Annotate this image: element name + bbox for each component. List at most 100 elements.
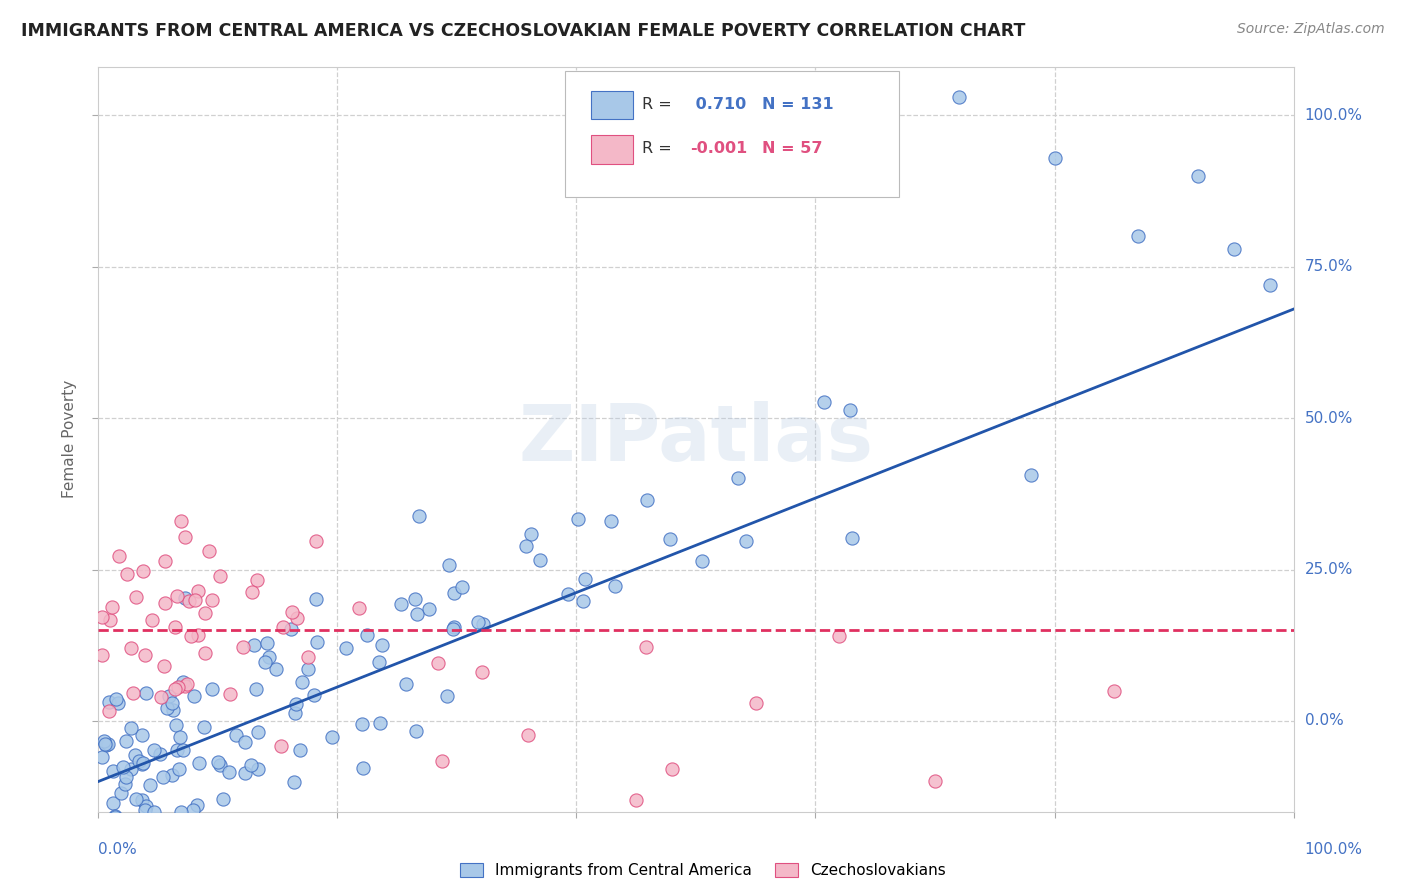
Point	[149, 690, 172, 705]
Point	[120, 762, 142, 776]
Point	[212, 791, 235, 805]
Point	[152, 770, 174, 784]
Point	[163, 620, 186, 634]
Point	[283, 775, 305, 789]
Point	[254, 655, 277, 669]
Point	[167, 680, 190, 694]
Point	[281, 605, 304, 619]
Point	[162, 768, 184, 782]
Point	[247, 725, 270, 739]
Point	[304, 533, 326, 548]
Point	[132, 756, 155, 771]
Point	[246, 573, 269, 587]
Point	[125, 792, 148, 806]
Point	[100, 821, 122, 835]
Point	[115, 734, 138, 748]
Point	[727, 471, 749, 485]
Point	[232, 640, 254, 654]
Point	[183, 689, 205, 703]
Point	[634, 640, 657, 654]
Point	[115, 567, 138, 582]
Text: R =: R =	[643, 141, 678, 156]
Point	[112, 847, 135, 861]
Point	[91, 831, 114, 846]
Point	[104, 810, 127, 824]
Point	[1223, 242, 1246, 256]
Text: 50.0%: 50.0%	[1305, 410, 1353, 425]
Point	[745, 696, 768, 710]
Point	[201, 592, 224, 607]
Point	[131, 793, 153, 807]
Point	[141, 613, 163, 627]
Point	[128, 755, 150, 769]
Point	[124, 870, 146, 884]
Point	[188, 756, 211, 770]
Point	[305, 592, 328, 607]
Point	[124, 748, 146, 763]
Point	[97, 737, 120, 751]
Point	[110, 786, 132, 800]
Point	[321, 731, 343, 745]
Point	[162, 703, 184, 717]
Point	[193, 720, 215, 734]
Point	[603, 579, 626, 593]
Point	[157, 690, 180, 704]
Point	[405, 723, 427, 738]
Point	[170, 805, 193, 819]
Y-axis label: Female Poverty: Female Poverty	[62, 380, 77, 499]
Point	[240, 584, 263, 599]
Point	[349, 601, 371, 615]
Point	[167, 819, 190, 833]
Point	[1128, 229, 1150, 244]
Point	[838, 403, 860, 417]
Point	[572, 594, 595, 608]
Point	[177, 593, 200, 607]
Point	[94, 738, 117, 752]
Point	[246, 762, 269, 776]
FancyBboxPatch shape	[591, 136, 633, 164]
Text: 0.710: 0.710	[690, 96, 747, 112]
Point	[193, 646, 215, 660]
Point	[139, 778, 162, 792]
Point	[432, 754, 454, 768]
Point	[108, 549, 131, 563]
Point	[180, 629, 202, 643]
Point	[97, 694, 120, 708]
Point	[91, 750, 114, 764]
Point	[209, 757, 232, 772]
Point	[218, 764, 240, 779]
FancyBboxPatch shape	[591, 91, 633, 119]
Point	[135, 686, 157, 700]
Point	[405, 607, 427, 621]
Point	[368, 656, 391, 670]
Point	[187, 628, 209, 642]
Point	[280, 622, 302, 636]
Point	[735, 534, 758, 549]
Point	[471, 665, 494, 679]
Point	[305, 635, 328, 649]
Point	[451, 580, 474, 594]
Point	[636, 492, 658, 507]
Point	[186, 798, 208, 813]
Point	[574, 572, 596, 586]
Point	[209, 569, 232, 583]
Point	[174, 530, 197, 544]
Point	[219, 687, 242, 701]
Point	[515, 540, 537, 554]
Point	[111, 760, 134, 774]
Point	[240, 758, 263, 772]
Point	[405, 592, 427, 607]
Point	[201, 681, 224, 696]
Point	[114, 771, 136, 785]
Point	[436, 689, 458, 703]
Point	[264, 662, 287, 676]
Point	[101, 764, 124, 778]
Point	[153, 596, 176, 610]
Point	[121, 686, 143, 700]
Point	[1019, 467, 1042, 482]
Point	[120, 641, 142, 656]
Text: 75.0%: 75.0%	[1305, 260, 1353, 274]
Text: N = 57: N = 57	[762, 141, 823, 156]
Point	[270, 739, 292, 753]
Point	[167, 762, 190, 776]
